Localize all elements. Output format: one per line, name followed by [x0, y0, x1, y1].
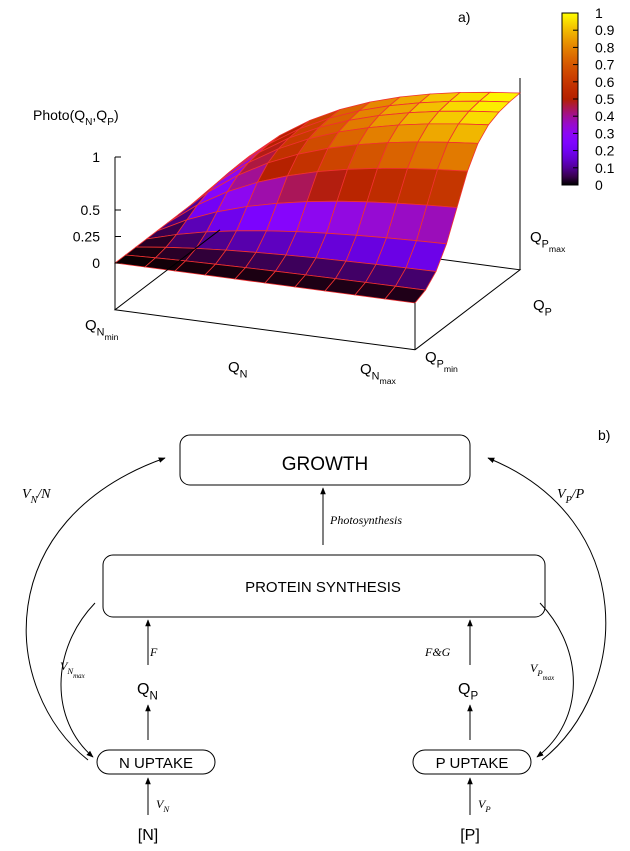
y-min-label: QPmin: [425, 349, 458, 374]
edge-label: Photosynthesis: [329, 513, 402, 527]
z-axis-title-part: Photo(Q: [33, 107, 85, 123]
colorbar-tick-label: 0.5: [595, 91, 615, 107]
y-min-label-part: P: [437, 358, 444, 370]
edge-label-part: V: [156, 797, 165, 811]
arrow: [536, 602, 574, 758]
edge-label-part: max: [543, 674, 555, 682]
node-label: P UPTAKE: [436, 755, 509, 772]
node-label-part: Q: [458, 681, 470, 698]
x-max-label-part: max: [379, 376, 396, 386]
surface-patch: [384, 285, 427, 304]
x-axis-title-part: N: [240, 368, 248, 380]
flow-diagram: [25, 434, 607, 815]
edge-label-part: P: [484, 804, 491, 814]
colorbar-tick-label: 0.7: [595, 57, 615, 73]
node-label: GROWTH: [282, 454, 369, 475]
z-axis-title-part: ): [114, 107, 119, 123]
colorbar-tick-label: 0.3: [595, 125, 615, 141]
edge-label: VPmax: [530, 661, 555, 682]
edge-label-part: P: [536, 668, 543, 678]
node-label: [N]: [138, 827, 158, 844]
edge-label-part: V: [557, 487, 567, 502]
y-axis-title: QP: [533, 297, 552, 318]
z-tick-label: 0: [92, 255, 100, 271]
arrow: [25, 457, 166, 761]
node-label: PROTEIN SYNTHESIS: [245, 579, 401, 596]
colorbar-tick-label: 0.2: [595, 143, 615, 159]
labels: 10.50.25010.90.80.70.60.50.40.30.20.10a)…: [22, 5, 615, 844]
colorbar-tick-label: 0: [595, 177, 603, 193]
colorbar-tick-label: 0.4: [595, 108, 615, 124]
node-label-part: Q: [137, 681, 149, 698]
edge-label-part: P: [565, 495, 572, 506]
colorbar-tick-label: 0.8: [595, 39, 615, 55]
y-max-label: QPmax: [530, 229, 566, 254]
node-label-part: N: [149, 691, 157, 703]
y-axis-title-part: Q: [533, 297, 545, 314]
edge-label-part: /N: [36, 487, 51, 502]
edge-label: VNmax: [60, 659, 86, 680]
colorbar-tick-label: 1: [595, 5, 603, 21]
arrow: [487, 457, 607, 761]
edge-label-part: V: [22, 487, 32, 502]
y-max-label-part: P: [542, 238, 549, 250]
edge-label-part: N: [66, 666, 74, 676]
y-min-label-part: min: [444, 364, 458, 374]
surface-plot: [113, 12, 579, 351]
x-min-label: QNmin: [85, 317, 119, 342]
edge-label-part: N: [30, 495, 39, 506]
z-axis-title-part: P: [107, 117, 114, 128]
growth-box: [179, 434, 471, 486]
node-label: QP: [458, 681, 478, 703]
z-axis-title: Photo(QN,QP): [33, 107, 119, 128]
x-max-label-part: N: [372, 370, 380, 382]
colorbar-tick-label: 0.1: [595, 160, 615, 176]
x-max-label: QNmax: [360, 361, 397, 386]
z-tick-label: 0.25: [73, 229, 100, 245]
edge-label: VN/N: [22, 487, 51, 506]
edge-label-part: V: [530, 661, 539, 675]
node-label-part: P: [470, 691, 478, 703]
edge-label-part: N: [162, 804, 170, 814]
panel-label: b): [598, 427, 610, 443]
node-label: N UPTAKE: [119, 755, 193, 772]
colorbar-tick-label: 0.9: [595, 22, 615, 38]
protein-box: [102, 554, 546, 618]
edge-label: F&G: [424, 645, 451, 659]
x-min-label-part: Q: [85, 317, 97, 334]
edge-label: F: [149, 645, 158, 659]
edge-label-part: V: [60, 659, 69, 673]
edge-label-part: V: [478, 797, 487, 811]
y-max-label-part: max: [549, 244, 566, 254]
panel-label: a): [458, 9, 470, 25]
x-axis-title-part: Q: [228, 359, 240, 376]
z-tick-label: 0.5: [81, 202, 101, 218]
edge-label-part: max: [73, 672, 85, 680]
edge-label-part: /P: [571, 487, 585, 502]
z-axis-title-part: ,Q: [92, 107, 107, 123]
node-label: [P]: [460, 827, 480, 844]
x-min-label-part: N: [97, 326, 105, 338]
z-tick-label: 1: [92, 149, 100, 165]
edge-label: VP/P: [557, 487, 585, 506]
node-label: QN: [137, 681, 158, 703]
arrow: [60, 602, 96, 758]
colorbar-tick-label: 0.6: [595, 74, 615, 90]
x-min-label-part: min: [104, 332, 118, 342]
n-uptake-box: [96, 749, 216, 775]
y-axis-title-part: P: [545, 306, 552, 318]
x-axis-title: QN: [228, 359, 247, 380]
z-axis-title-part: N: [85, 117, 92, 128]
y-min-label-part: Q: [425, 349, 437, 366]
y-max-label-part: Q: [530, 229, 542, 246]
x-max-label-part: Q: [360, 361, 372, 378]
edge-label: VP: [478, 797, 491, 814]
p-uptake-box: [412, 749, 532, 775]
edge-label: VN: [156, 797, 170, 814]
